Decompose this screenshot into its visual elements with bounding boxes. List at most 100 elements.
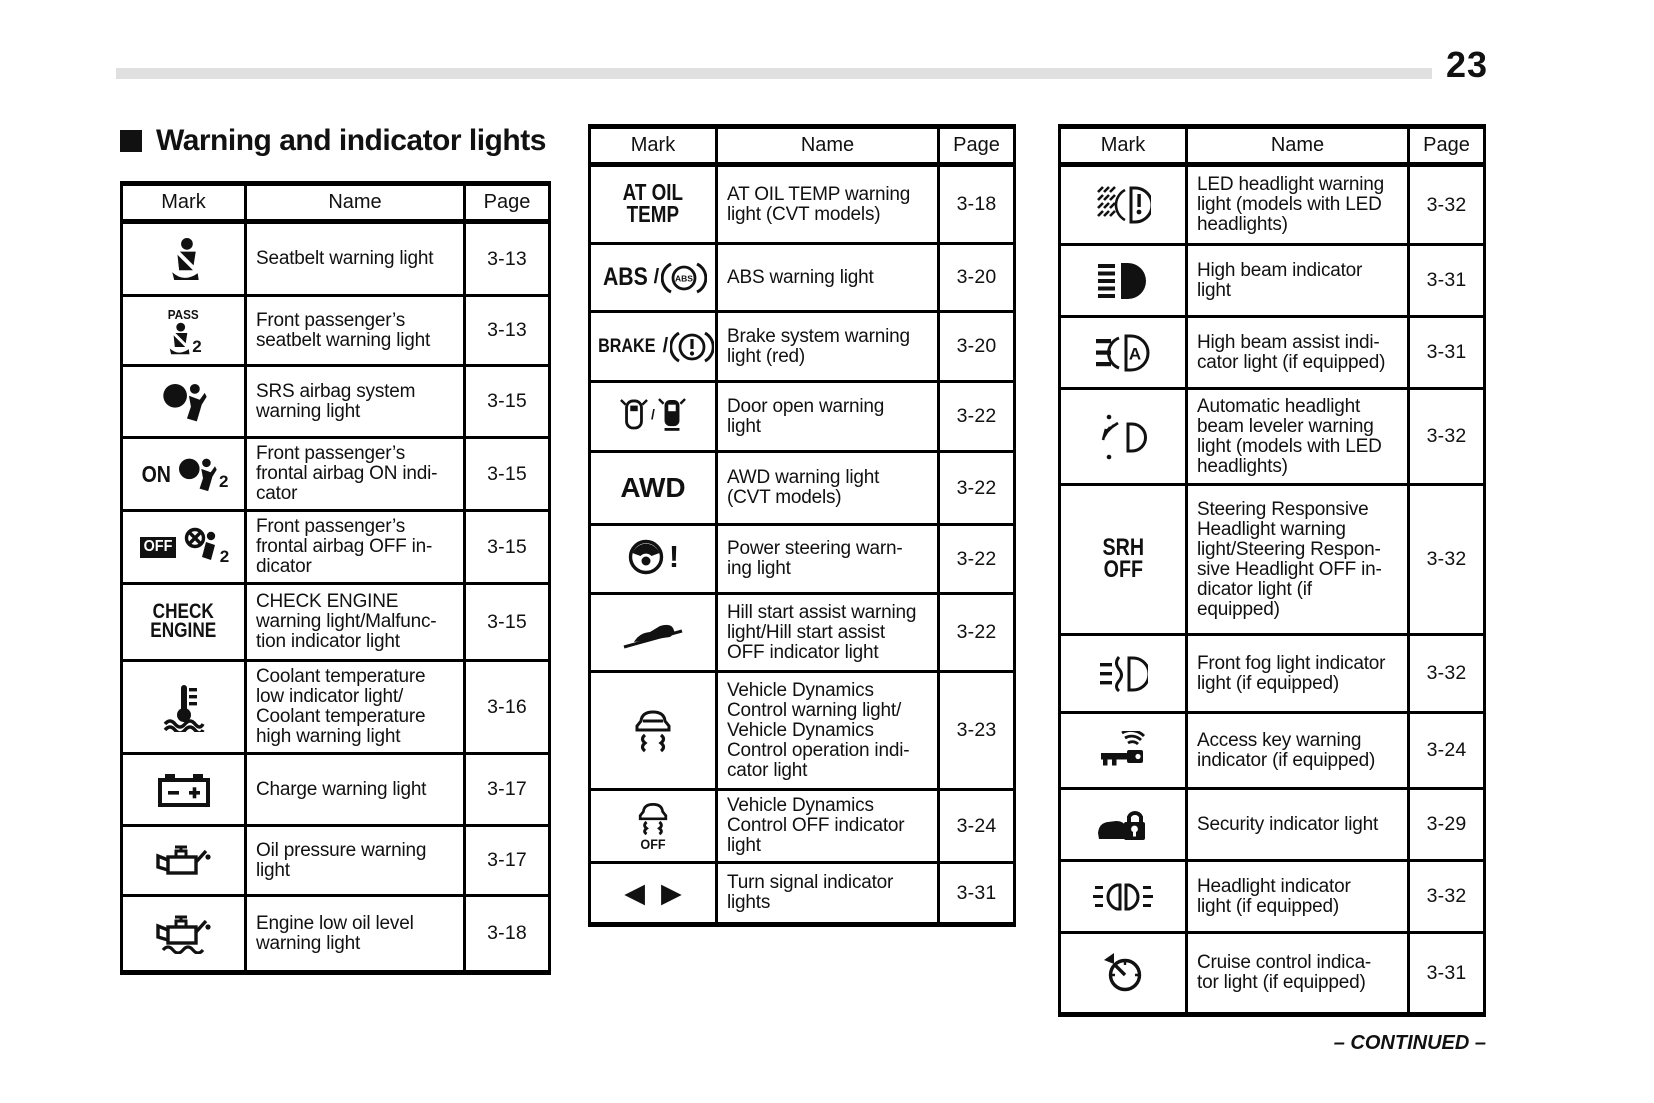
table-row: Engine low oil level warning light 3-18	[120, 894, 551, 975]
mark-cell	[1058, 243, 1188, 318]
vdc-off-icon: OFF	[637, 803, 669, 851]
airbag-on-icon: ON 2	[141, 458, 229, 492]
battery-charge-icon	[125, 772, 242, 808]
door-open-icon: /	[620, 398, 686, 436]
power-steering-icon: !	[627, 539, 679, 580]
page-ref: 3-31	[1407, 931, 1486, 1017]
page-ref: 3-22	[937, 380, 1016, 453]
header-row: Mark Name Page	[1058, 124, 1486, 167]
table-row: Charge warning light 3-17	[120, 752, 551, 827]
table-row: Automatic headlight beam leveler warning…	[1058, 387, 1486, 486]
airbag-off-icon: OFF 2	[138, 527, 229, 566]
mark-cell	[1058, 931, 1188, 1017]
column-header-name: Name	[1185, 124, 1410, 167]
high-beam-icon	[1063, 262, 1183, 300]
page-ref: 3-15	[463, 582, 551, 662]
page-ref: 3-24	[937, 788, 1016, 864]
light-name: Vehicle Dynamics Control warning light/ …	[715, 670, 940, 791]
light-name: Charge warning light	[244, 752, 466, 827]
light-name: LED headlight warning light (models with…	[1185, 163, 1410, 246]
mark-cell: ◀ ▶	[588, 861, 718, 927]
light-name: Power steering warn- ing light	[715, 523, 940, 595]
light-name: Front passenger’s frontal airbag ON indi…	[244, 436, 466, 512]
table-row: BRAKE / Brake system warning light (red) 3-…	[588, 310, 1016, 383]
light-name: ABS warning light	[715, 242, 940, 313]
headlight-indicator-icon	[1063, 882, 1183, 912]
table-row: LED headlight warning light (models with…	[1058, 163, 1486, 246]
mark-cell	[120, 220, 247, 297]
light-name: Cruise control indica- tor light (if equ…	[1185, 931, 1410, 1017]
light-name: Seatbelt warning light	[244, 220, 466, 297]
page-ref: 3-32	[1407, 387, 1486, 486]
mark-cell: CHECK ENGINE	[120, 582, 247, 662]
seatbelt-warning-icon	[125, 237, 242, 282]
light-name: AWD warning light (CVT models)	[715, 450, 940, 526]
section-square-icon	[120, 130, 142, 152]
awd-text-icon: AWD	[620, 472, 686, 503]
table-row: / Door open warning light 3-22	[588, 380, 1016, 453]
mark-cell: BRAKE /	[588, 310, 718, 383]
light-name: Steering Responsive Headlight warning li…	[1185, 483, 1410, 636]
mark-cell: AT OIL TEMP	[588, 163, 718, 245]
mark-cell	[120, 364, 247, 439]
page-ref: 3-17	[463, 824, 551, 897]
page-ref: 3-31	[1407, 315, 1486, 390]
front-fog-icon	[1063, 655, 1183, 693]
cruise-control-icon	[1063, 952, 1183, 994]
table-row: Access key warning indicator (if equippe…	[1058, 711, 1486, 790]
column-header-name: Name	[244, 181, 466, 224]
coolant-temperature-icon	[125, 682, 242, 732]
warning-lights-table-3: Mark Name Page LED headlight warning light…	[1058, 124, 1486, 1017]
table-row: AWD AWD warning light (CVT models) 3-22	[588, 450, 1016, 526]
light-name: SRS airbag system warning light	[244, 364, 466, 439]
mark-cell: !	[588, 523, 718, 595]
page-ref: 3-31	[937, 861, 1016, 927]
table-row: Cruise control indica- tor light (if equ…	[1058, 931, 1486, 1017]
light-name: CHECK ENGINE warning light/Malfunc- tion…	[244, 582, 466, 662]
table-row: Security indicator light 3-29	[1058, 787, 1486, 862]
table-row: SRH OFF Steering Responsive Headlight warn…	[1058, 483, 1486, 636]
light-name: Engine low oil level warning light	[244, 894, 466, 975]
mark-cell	[120, 752, 247, 827]
table-row: ON 2 Front passenger’s frontal airbag ON …	[120, 436, 551, 512]
table-row: Oil pressure warning light 3-17	[120, 824, 551, 897]
mark-cell	[120, 894, 247, 975]
page-ref: 3-22	[937, 450, 1016, 526]
page-ref: 3-22	[937, 523, 1016, 595]
srs-airbag-icon	[125, 381, 242, 422]
svg-text:A: A	[1129, 344, 1141, 363]
mark-cell: OFF	[588, 788, 718, 864]
column-header-page: Page	[1407, 124, 1486, 167]
vdc-icon	[593, 708, 713, 754]
srh-off-text-icon: SRH OFF	[1102, 533, 1144, 584]
light-name: High beam indicator light	[1185, 243, 1410, 318]
light-name: Oil pressure warning light	[244, 824, 466, 897]
table-row: ◀ ▶ Turn signal indicator lights 3-31	[588, 861, 1016, 927]
column-header-mark: Mark	[1058, 124, 1188, 167]
mark-cell	[588, 670, 718, 791]
page-ref: 3-31	[1407, 243, 1486, 318]
header-rule	[116, 68, 1432, 79]
hill-start-assist-icon	[593, 617, 713, 649]
header-row: Mark Name Page	[120, 181, 551, 224]
light-name: AT OIL TEMP warning light (CVT models)	[715, 163, 940, 245]
mark-cell	[588, 592, 718, 673]
table-row: Coolant temperature low indicator light/…	[120, 659, 551, 755]
page-ref: 3-32	[1407, 859, 1486, 934]
mark-cell	[120, 824, 247, 897]
svg-text:ABS: ABS	[675, 273, 693, 283]
table-row: Seatbelt warning light 3-13	[120, 220, 551, 297]
light-name: Front passenger’s seatbelt warning light	[244, 294, 466, 367]
column-header-mark: Mark	[120, 181, 247, 224]
light-name: Automatic headlight beam leveler warning…	[1185, 387, 1410, 486]
light-name: Front fog light indicator light (if equi…	[1185, 633, 1410, 714]
mark-cell: ABS / ABS	[588, 242, 718, 313]
page-ref: 3-20	[937, 310, 1016, 383]
mark-cell	[1058, 163, 1188, 246]
page-ref: 3-15	[463, 436, 551, 512]
page-ref: 3-13	[463, 220, 551, 297]
table-row: AT OIL TEMP AT OIL TEMP warning light (CVT…	[588, 163, 1016, 245]
mark-cell: PASS 2	[120, 294, 247, 367]
light-name: High beam assist indi- cator light (if e…	[1185, 315, 1410, 390]
mark-cell	[1058, 387, 1188, 486]
